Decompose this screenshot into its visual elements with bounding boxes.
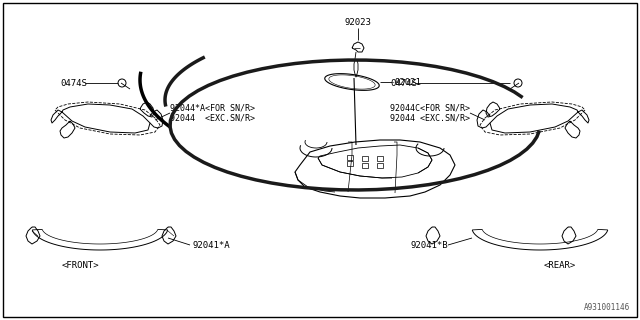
Text: 92041*B: 92041*B: [410, 242, 448, 251]
Text: 92044 <EXC.SN/R>: 92044 <EXC.SN/R>: [390, 114, 470, 123]
Bar: [362, 163, 368, 167]
Text: 0474S: 0474S: [390, 78, 417, 87]
Bar: [347, 161, 353, 165]
Text: 92021: 92021: [394, 77, 421, 86]
Text: 92044  <EXC.SN/R>: 92044 <EXC.SN/R>: [170, 114, 255, 123]
Bar: [377, 156, 383, 161]
Text: 92041*A: 92041*A: [192, 242, 230, 251]
Bar: [362, 156, 368, 161]
Bar: [347, 155, 353, 159]
Text: 92044*A<FOR SN/R>: 92044*A<FOR SN/R>: [170, 103, 255, 113]
Text: A931001146: A931001146: [584, 303, 630, 312]
Bar: [377, 163, 383, 167]
Text: 0474S: 0474S: [60, 78, 87, 87]
Text: <FRONT>: <FRONT>: [61, 260, 99, 269]
Text: <REAR>: <REAR>: [544, 260, 576, 269]
Text: 92044C<FOR SN/R>: 92044C<FOR SN/R>: [390, 103, 470, 113]
Text: 92023: 92023: [344, 18, 371, 27]
